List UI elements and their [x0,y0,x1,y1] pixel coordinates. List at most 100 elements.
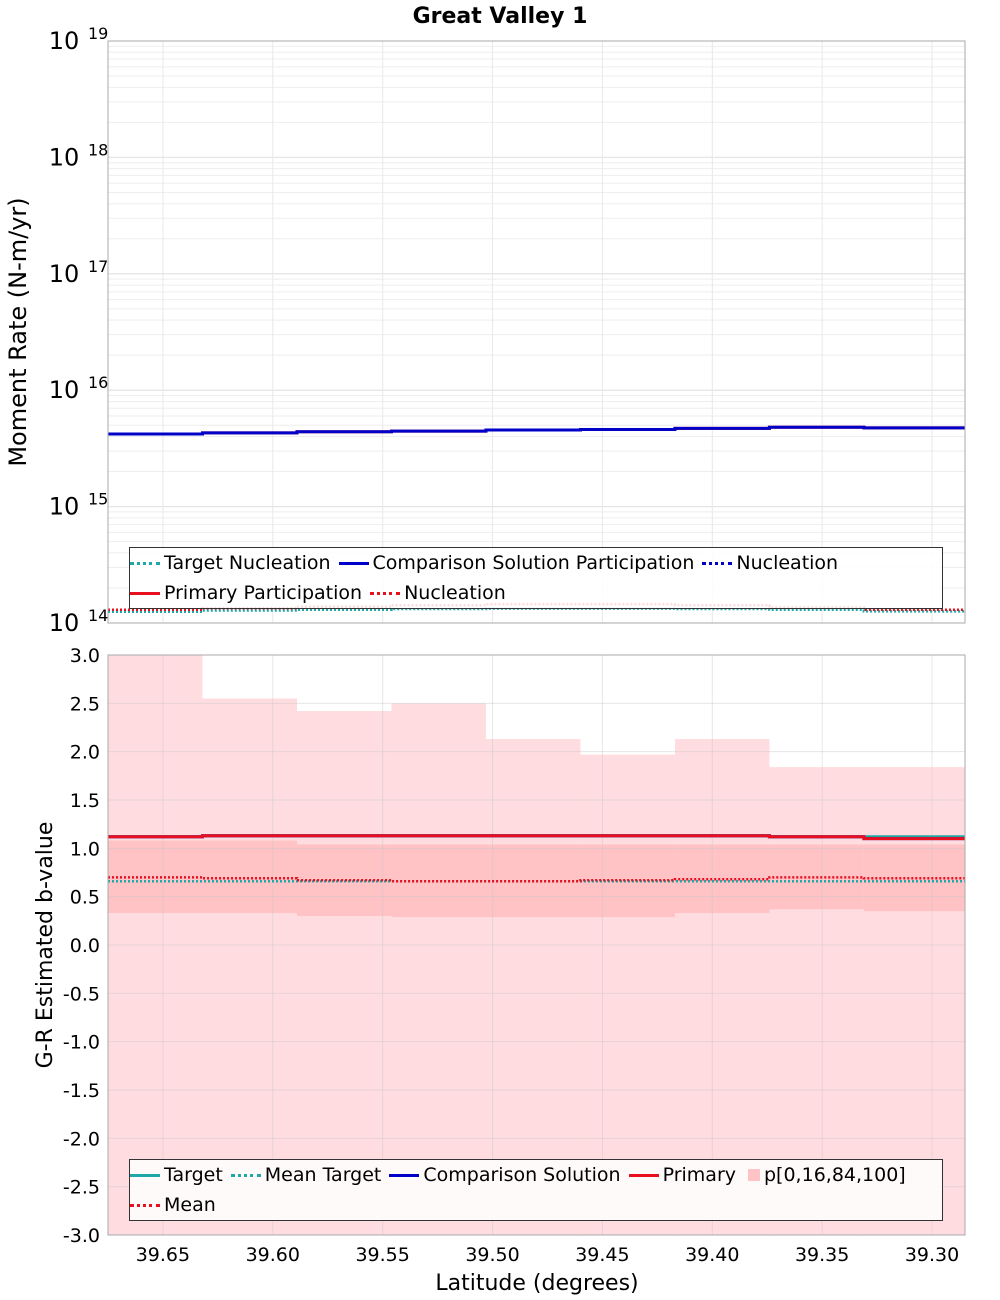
top-y-tick-label: 10 [49,493,80,521]
legend-label: Comparison Solution Participation [372,552,695,574]
bottom-series-group [108,834,965,883]
legend-swatch [338,561,369,565]
legend-item: Mean [130,1194,216,1216]
bottom-series-line [108,876,965,883]
top-y-tick-labels: 10 14 10 15 10 16 10 17 10 18 10 19 [49,24,109,637]
legend-item: Comparison Solution [389,1164,621,1186]
bottom-y-tick-label: -2.0 [63,1128,100,1150]
top-y-tick-label: 10 [49,609,80,637]
top-y-tick-exponent: 19 [88,24,108,43]
legend-label: Mean [164,1194,216,1216]
top-y-tick-label: 10 [49,143,80,171]
legend-swatch [748,1169,760,1181]
legend-swatch [130,591,160,595]
bottom-panel: -3.0 -2.5 -2.0 -1.5 -1.0 -0.5 0.0 0.5 1.0 1.5 2.0 2… [33,645,966,1296]
top-plot-frame [107,40,966,624]
legend-row: Primary Participation Nucleation [130,578,514,608]
legend-item: Nucleation [702,552,838,574]
bottom-y-tick-label: 2.5 [70,693,100,715]
bottom-y-tick-label: 1.5 [70,790,100,812]
legend-swatch [130,1173,160,1177]
x-tick-label: 39.55 [355,1244,409,1266]
top-legend: Target Nucleation Comparison Solution Par… [129,547,943,609]
legend-item: Nucleation [370,582,506,604]
bottom-series-line [108,834,965,841]
band-p0-p100 [391,703,486,1235]
x-axis-label: Latitude (degrees) [435,1271,638,1296]
band-p16-p84 [108,840,203,914]
legend-swatch [230,1173,261,1177]
top-plot-area [108,41,965,623]
top-y-tick-label: 10 [49,260,80,288]
legend-label: Target Nucleation [164,552,331,574]
top-gridlines [108,40,965,624]
bottom-y-tick-label: 0.5 [70,887,100,909]
legend-swatch [370,591,401,595]
band-p0-p100 [108,655,203,1235]
legend-row: Mean [130,1190,224,1220]
bottom-x-tick-labels: 39.65 39.60 39.55 39.50 39.45 39.40 39.35 39.30 [136,1244,960,1266]
band-p0-p100 [296,711,392,1235]
legend-label: Nucleation [736,552,839,574]
bottom-y-tick-label: 0.0 [70,935,100,957]
band-p16-p84 [202,840,297,914]
bottom-y-tick-label: -3.0 [63,1225,100,1247]
chart-title: Great Valley 1 [413,4,588,29]
bottom-y-tick-label: -0.5 [63,983,100,1005]
bottom-plot-frame [107,654,966,1236]
legend-swatch [389,1173,420,1177]
top-series-line [108,425,965,436]
x-tick-label: 39.45 [575,1244,629,1266]
bottom-y-tick-label: 1.0 [70,838,100,860]
legend-item: p[0,16,84,100] [744,1164,906,1186]
legend-swatch [130,561,160,565]
x-tick-label: 39.65 [136,1244,190,1266]
top-panel: 10 14 10 15 10 16 10 17 10 18 10 19 Moment Rate (N-… [4,24,966,637]
bottom-legend: Target Mean Target Comparison Solution Prim… [129,1159,943,1221]
band-p0-p100 [485,739,581,1235]
legend-label: p[0,16,84,100] [764,1164,906,1186]
bottom-y-tick-label: -2.5 [63,1177,100,1199]
legend-row: Target Nucleation Comparison Solution Par… [130,548,846,578]
top-y-axis-label: Moment Rate (N-m/yr) [4,197,32,466]
bottom-y-tick-label: 3.0 [70,645,100,667]
legend-swatch [702,561,733,565]
legend-label: Nucleation [404,582,506,604]
legend-swatch [130,1203,160,1207]
top-y-tick-label: 10 [49,376,80,404]
x-tick-label: 39.60 [246,1244,300,1266]
top-y-tick-exponent: 15 [88,490,108,509]
top-y-tick-label: 10 [49,27,80,55]
band-p16-p84 [863,844,965,912]
x-tick-label: 39.40 [685,1244,739,1266]
bottom-y-tick-label: -1.0 [63,1032,100,1054]
x-tick-label: 39.50 [465,1244,519,1266]
band-p0-p100 [674,739,770,1235]
band-p0-p100 [202,698,297,1235]
top-y-tick-exponent: 14 [88,606,108,625]
band-p16-p84 [391,844,486,917]
x-tick-label: 39.30 [905,1244,959,1266]
legend-label: Primary Participation [164,582,363,604]
top-y-tick-exponent: 16 [88,373,108,392]
legend-row: Target Mean Target Comparison Solution Prim… [130,1160,914,1190]
top-y-tick-exponent: 17 [88,257,108,276]
bottom-percentile-bands [108,655,965,1235]
legend-label: Target [164,1164,223,1186]
bottom-y-tick-label: -1.5 [63,1080,100,1102]
legend-item: Mean Target [230,1164,382,1186]
legend-label: Comparison Solution [423,1164,621,1186]
legend-item: Target [130,1164,223,1186]
legend-item: Primary [628,1164,736,1186]
bottom-y-axis-label: G-R Estimated b-value [33,822,58,1069]
legend-label: Primary [662,1164,736,1186]
bottom-y-tick-label: 2.0 [70,742,100,764]
top-y-tick-exponent: 18 [88,140,108,159]
legend-item: Comparison Solution Participation [338,552,695,574]
bottom-y-tick-labels: -3.0 -2.5 -2.0 -1.5 -1.0 -0.5 0.0 0.5 1.0 1.5 2.0 2… [63,645,100,1247]
legend-swatch [628,1173,659,1177]
legend-label: Mean Target [264,1164,382,1186]
legend-item: Primary Participation [130,582,362,604]
x-tick-label: 39.35 [795,1244,849,1266]
